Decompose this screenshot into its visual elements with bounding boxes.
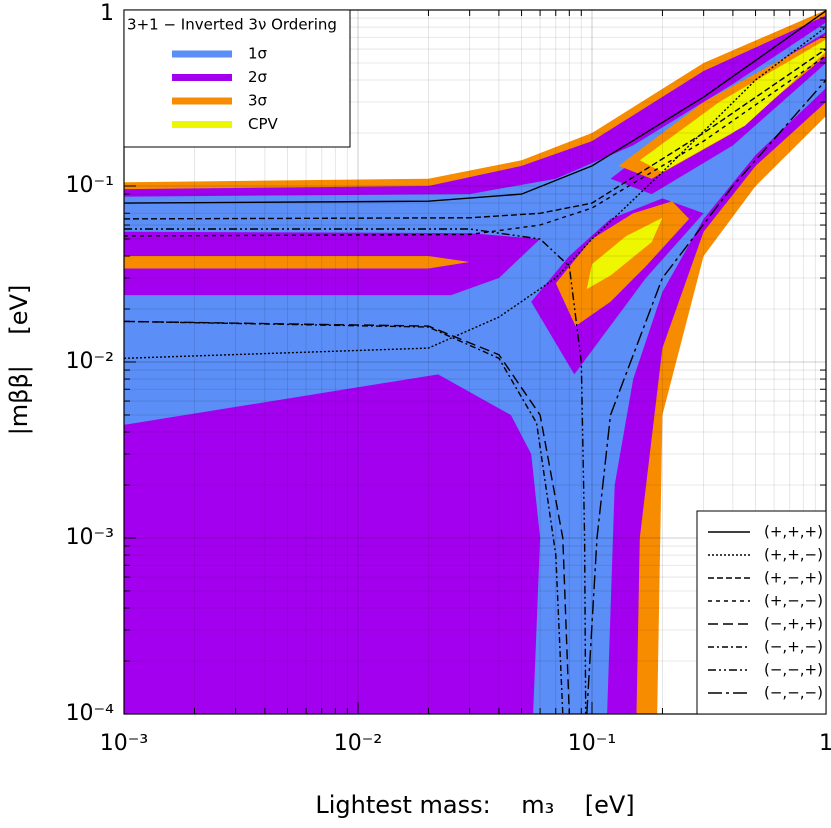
- legend-label: 1σ: [248, 45, 268, 63]
- legend-regions: 3+1 − Inverted 3ν Ordering 1σ 2σ 3σ CPV: [123, 9, 351, 148]
- region: [124, 256, 470, 269]
- y-tick-label: 10⁻²: [66, 349, 114, 374]
- legend-title: 3+1 − Inverted 3ν Ordering: [127, 16, 337, 34]
- y-tick-label: 10⁻¹: [66, 173, 114, 198]
- region: [124, 22, 826, 714]
- y-tick-label: 1: [100, 1, 114, 26]
- y-tick-label: 10⁻³: [66, 525, 114, 550]
- line: [124, 10, 826, 204]
- region: [586, 217, 663, 289]
- line: [124, 26, 826, 359]
- legend-label: (−,−,−): [764, 684, 823, 702]
- legend-label: (+,+,+): [764, 523, 823, 541]
- legend-label: (+,−,+): [764, 569, 823, 587]
- lines: [124, 10, 826, 714]
- legend-box: [123, 9, 351, 148]
- y-tick-label: 10⁻⁴: [66, 701, 115, 726]
- legend-label: (−,+,+): [764, 615, 823, 633]
- legend-label: 3σ: [248, 92, 268, 110]
- region: [639, 39, 826, 173]
- legend-label: (+,+,−): [764, 546, 823, 564]
- line: [124, 55, 826, 237]
- legend-box: [696, 510, 827, 715]
- legend-label: (−,+,−): [764, 638, 823, 656]
- y-axis-title: |mββ| [eV]: [5, 285, 33, 436]
- line: [124, 320, 564, 714]
- x-tick-label: 10⁻¹: [568, 731, 616, 756]
- legend-lines: (+,+,+) (+,+,−) (+,−,+) (+,−,−) (−,+,+) (−,+,…: [696, 510, 827, 715]
- x-axis-title: Lightest mass: m₃ [eV]: [315, 791, 634, 819]
- line: [124, 320, 570, 714]
- legend-label: (−,−,+): [764, 661, 823, 679]
- line: [124, 48, 826, 220]
- x-tick-label: 10⁻³: [100, 731, 148, 756]
- x-tick-label: 1: [819, 731, 831, 756]
- line: [586, 79, 826, 714]
- legend-label: 2σ: [248, 68, 268, 86]
- x-tick-label: 10⁻²: [334, 731, 382, 756]
- legend-label: (+,−,−): [764, 592, 823, 610]
- legend-label: CPV: [248, 115, 279, 133]
- regions: [124, 10, 826, 714]
